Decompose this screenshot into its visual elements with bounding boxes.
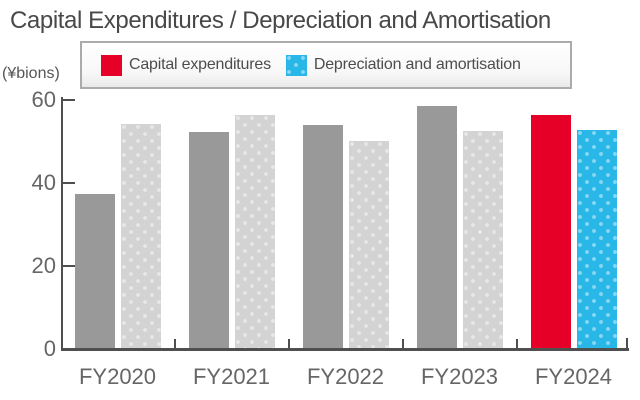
legend-label-depreciation-amortisation: Depreciation and amortisation: [313, 56, 521, 73]
y-tick-mark-60: [63, 99, 75, 101]
bar-capital-expenditures-FY2021: [188, 132, 229, 349]
y-tick-label-0: 0: [43, 336, 56, 361]
x-separator-tick: [515, 339, 518, 349]
x-separator-tick: [287, 339, 290, 349]
y-axis-line: [61, 97, 63, 351]
legend: Capital expenditures Depreciation and am…: [80, 41, 572, 89]
y-axis-unit-label: (¥bions): [2, 65, 60, 82]
legend-item-capital-expenditures: Capital expenditures: [101, 54, 271, 76]
y-tick-label-40: 40: [31, 170, 56, 195]
y-tick-label-60: 60: [31, 87, 56, 112]
bar-capital-expenditures-FY2023: [416, 106, 457, 349]
x-axis-label-FY2022: FY2022: [306, 364, 385, 389]
x-separator-tick: [401, 339, 404, 349]
y-tick-mark-20: [63, 265, 75, 267]
x-axis-end-tick: [626, 338, 628, 349]
bar-depreciation-and-amortisation-FY2020: [120, 124, 161, 349]
y-tick-label-20: 20: [31, 253, 56, 278]
bar-capital-expenditures-FY2024: [530, 115, 571, 349]
x-separator-tick: [173, 339, 176, 349]
x-axis-label-FY2023: FY2023: [420, 364, 499, 389]
x-axis-label-FY2020: FY2020: [78, 364, 157, 389]
legend-label-capital-expenditures: Capital expenditures: [129, 56, 271, 73]
bar-depreciation-and-amortisation-FY2022: [348, 141, 389, 349]
y-tick-mark-40: [63, 182, 75, 184]
bar-depreciation-and-amortisation-FY2021: [234, 115, 275, 349]
legend-swatch-depreciation-amortisation-icon: [285, 54, 307, 76]
bar-capital-expenditures-FY2020: [74, 194, 115, 349]
x-axis-label-FY2024: FY2024: [534, 364, 613, 389]
legend-swatch-capital-expenditures-icon: [101, 54, 122, 76]
x-axis-label-FY2021: FY2021: [192, 364, 271, 389]
x-axis-line: [61, 348, 629, 351]
bar-depreciation-and-amortisation-FY2024: [576, 130, 617, 349]
bar-capital-expenditures-FY2022: [302, 125, 343, 349]
legend-item-depreciation-amortisation: Depreciation and amortisation: [285, 54, 521, 76]
bar-depreciation-and-amortisation-FY2023: [462, 131, 503, 349]
chart-title: Capital Expenditures / Depreciation and …: [10, 7, 551, 34]
